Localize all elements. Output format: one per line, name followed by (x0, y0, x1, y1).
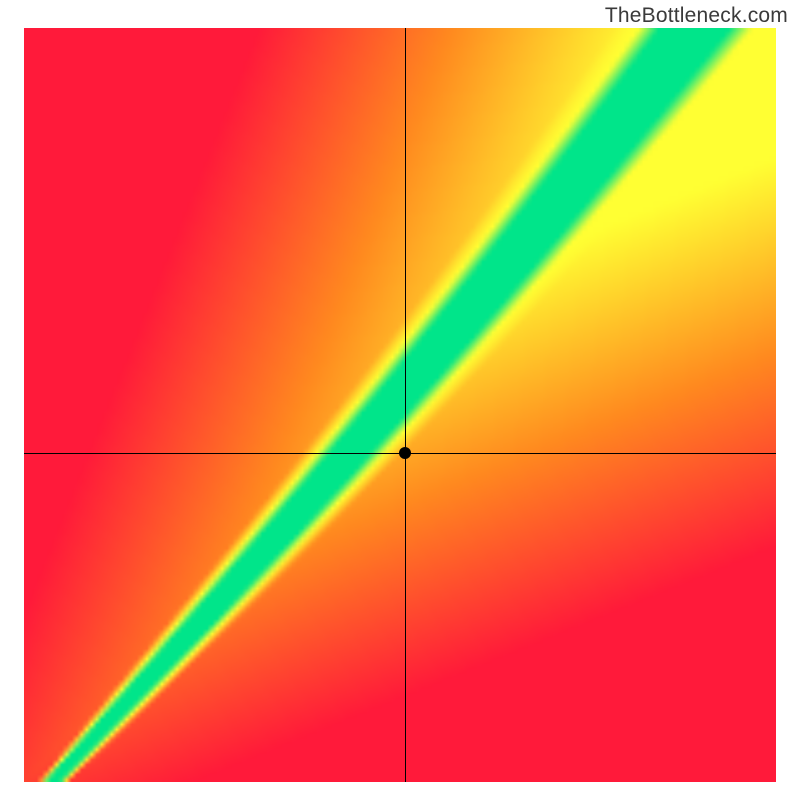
chart-container: TheBottleneck.com (0, 0, 800, 800)
data-point-marker (399, 447, 411, 459)
watermark-text: TheBottleneck.com (605, 4, 788, 28)
crosshair-vertical (405, 28, 406, 782)
bottleneck-heatmap (24, 28, 776, 782)
